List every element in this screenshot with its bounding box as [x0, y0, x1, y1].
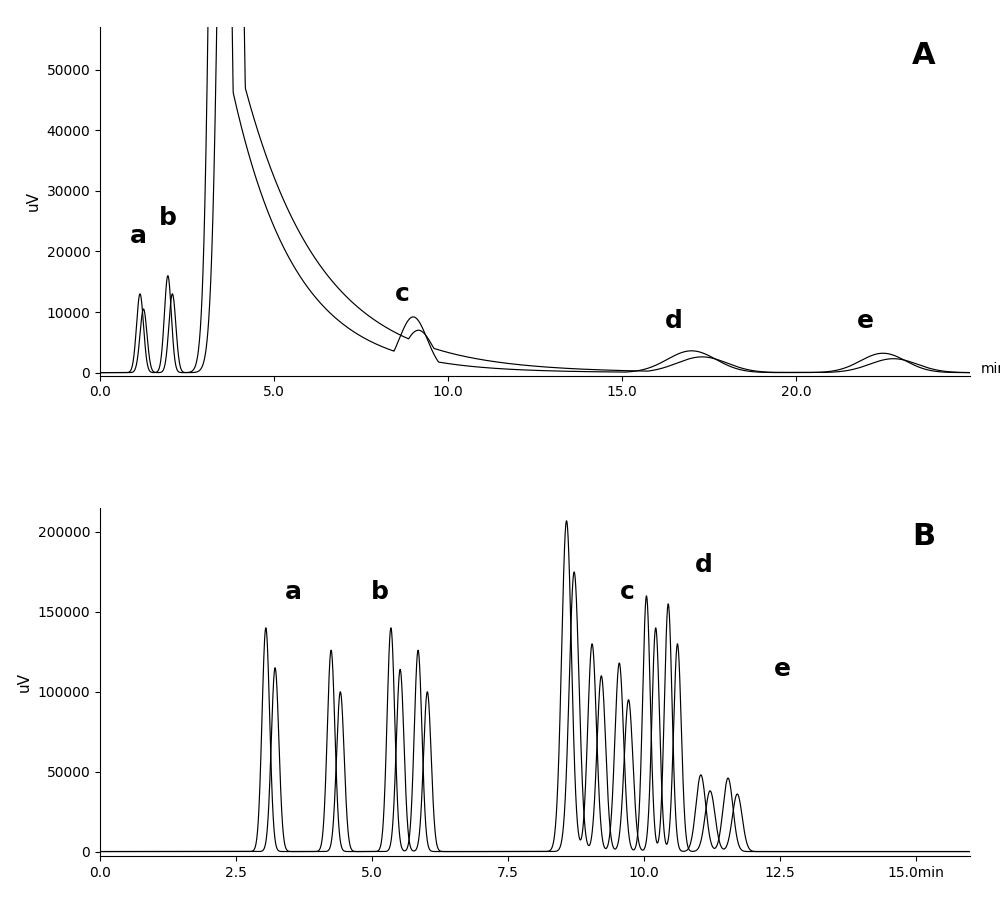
Text: c: c — [395, 282, 410, 306]
Text: d: d — [695, 553, 712, 577]
Y-axis label: uV: uV — [26, 191, 41, 211]
Y-axis label: uV: uV — [17, 672, 32, 692]
Text: min: min — [980, 362, 1000, 375]
Text: a: a — [285, 580, 302, 604]
Text: a: a — [130, 224, 147, 249]
Text: b: b — [371, 580, 389, 604]
Text: e: e — [857, 309, 874, 333]
Text: e: e — [774, 657, 791, 681]
Text: A: A — [912, 41, 935, 70]
Text: b: b — [159, 206, 177, 230]
Text: B: B — [912, 522, 935, 551]
Text: d: d — [665, 309, 683, 333]
Text: c: c — [620, 580, 635, 604]
